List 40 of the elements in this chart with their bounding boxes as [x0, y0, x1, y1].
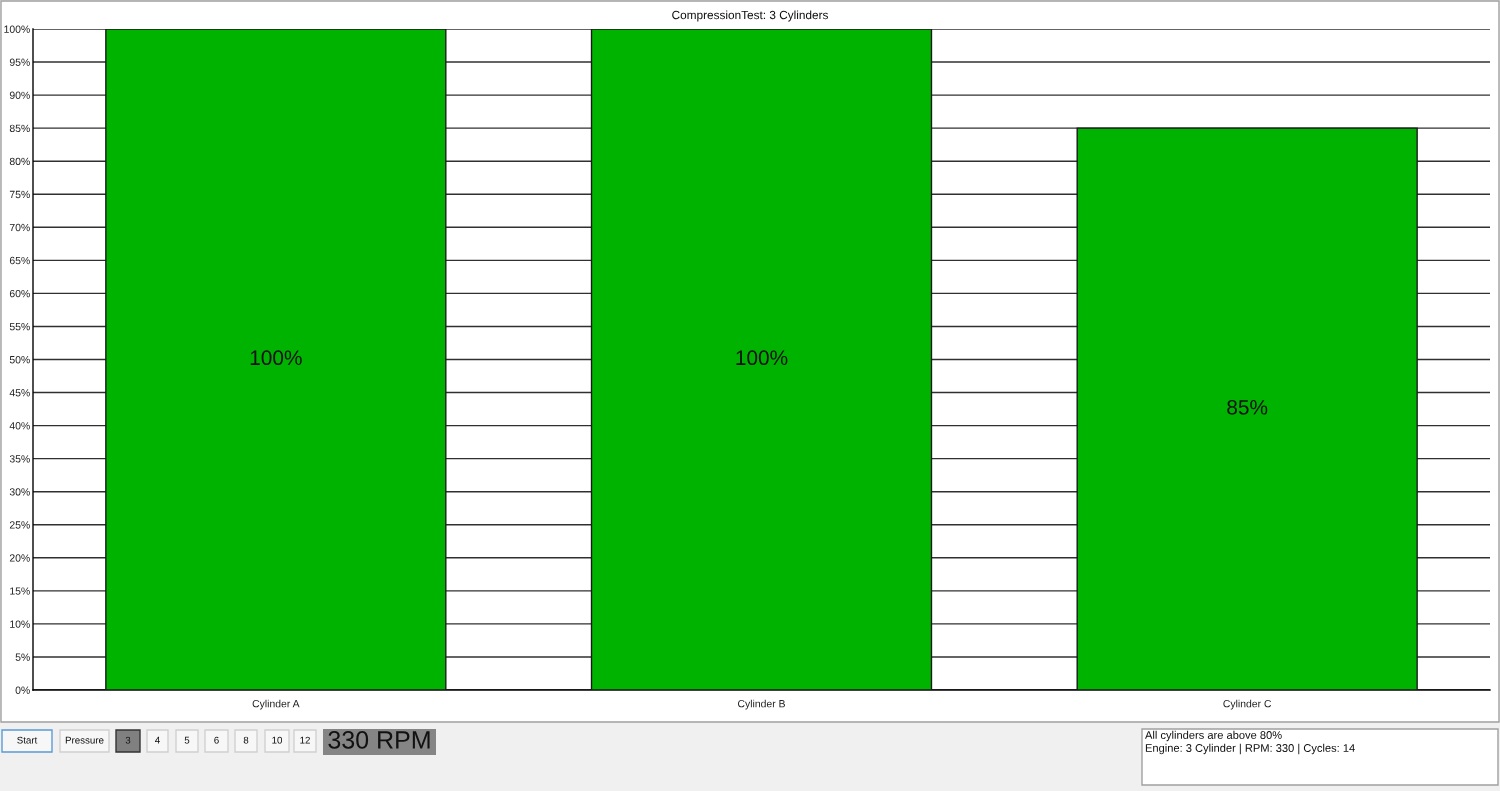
text: 8 — [243, 736, 249, 744]
y-tick-label: 75% — [9, 190, 30, 199]
y-tick-label: 65% — [9, 256, 30, 265]
text: Start — [17, 736, 38, 744]
x-tick-label: Cylinder A — [252, 699, 300, 710]
text: 10 — [272, 736, 283, 744]
y-tick-label: 50% — [9, 356, 30, 364]
y-tick-label: 45% — [9, 389, 30, 397]
text: Pressure — [65, 736, 104, 744]
y-tick-label: 0% — [15, 686, 30, 694]
y-tick-label: 20% — [9, 554, 30, 562]
y-tick-label: 80% — [9, 157, 30, 166]
data-label: 85% — [1227, 399, 1268, 415]
y-tick-label: 15% — [10, 587, 30, 595]
chart-title: CompressionTest: 3 Cylinders — [672, 10, 828, 22]
y-tick-label: 40% — [9, 422, 30, 430]
y-tick-label: 60% — [9, 289, 30, 298]
text: Engine: 3 Cylinder | RPM: 330 | Cycles: 14 — [1145, 743, 1355, 755]
text: 6 — [214, 736, 219, 744]
y-tick-label: 25% — [9, 521, 30, 529]
y-tick-label: 30% — [9, 488, 30, 496]
y-tick-label: 85% — [9, 124, 30, 133]
y-tick-label: 90% — [9, 91, 30, 99]
text: All cylinders are above 80% — [1145, 730, 1282, 742]
y-tick-label: 5% — [15, 653, 30, 661]
text: 12 — [300, 736, 310, 744]
y-tick-label: 100% — [4, 25, 30, 33]
y-tick-label: 35% — [9, 455, 30, 463]
text: 330 RPM — [328, 731, 430, 749]
y-tick-label: 55% — [9, 323, 30, 331]
y-tick-label: 70% — [9, 223, 30, 232]
y-tick-label: 95% — [9, 58, 30, 66]
data-label: 100% — [250, 350, 302, 366]
x-tick-label: Cylinder C — [1223, 699, 1272, 710]
data-label: 100% — [736, 350, 788, 366]
y-tick-label: 10% — [10, 620, 30, 628]
text: 5 — [184, 736, 190, 744]
x-tick-label: Cylinder B — [738, 699, 785, 710]
text: 3 — [125, 736, 131, 744]
text: 4 — [155, 736, 160, 744]
